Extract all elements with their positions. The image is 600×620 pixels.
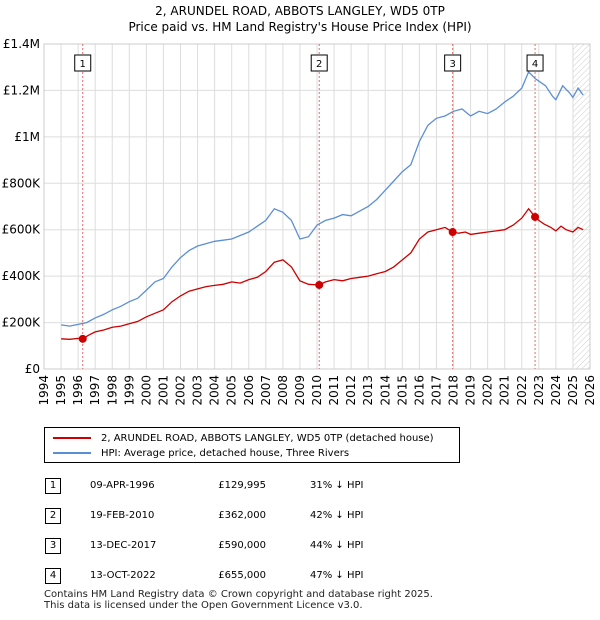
x-tick-label: 2012 — [344, 375, 358, 406]
property-series-line — [61, 207, 584, 340]
y-tick-label: £200K — [2, 316, 42, 330]
x-tick-label: 1996 — [71, 375, 85, 406]
legend-swatch-blue — [53, 452, 91, 454]
sale-marker-box — [74, 54, 92, 72]
x-tick-label: 2009 — [293, 375, 307, 406]
x-tick-label: 2011 — [327, 375, 341, 406]
y-tick-label: £1M — [14, 130, 40, 144]
x-tick-label: 2024 — [549, 375, 563, 406]
x-tick-label: 2013 — [361, 375, 375, 406]
y-tick-label: £1.4M — [3, 37, 40, 51]
x-tick-label: 2023 — [532, 375, 546, 406]
transaction-price: £362,000 — [218, 510, 266, 521]
y-tick-label: £1.2M — [3, 83, 40, 97]
transaction-date: 13-OCT-2022 — [90, 570, 156, 581]
transaction-price: £655,000 — [218, 570, 266, 581]
sale-point — [78, 334, 87, 343]
x-tick-label: 2020 — [481, 375, 495, 406]
x-tick-label: 2001 — [156, 375, 170, 406]
sale-marker-label: 3 — [449, 59, 455, 70]
x-tick-label: 2021 — [498, 375, 512, 406]
transaction-price: £129,995 — [218, 480, 266, 491]
x-tick-label: 2010 — [310, 375, 324, 406]
x-tick-label: 2018 — [447, 375, 461, 406]
x-tick-label: 2014 — [378, 375, 392, 406]
chart-title: 2, ARUNDEL ROAD, ABBOTS LANGLEY, WD5 0TP — [155, 4, 445, 18]
transaction-hpi: 44% ↓ HPI — [310, 540, 364, 551]
legend-label-hpi: HPI: Average price, detached house, Thre… — [101, 447, 350, 459]
transaction-date: 09-APR-1996 — [90, 480, 155, 491]
transaction-number: 4 — [45, 568, 61, 584]
transaction-number: 2 — [45, 508, 61, 524]
chart-title-block: 2, ARUNDEL ROAD, ABBOTS LANGLEY, WD5 0TP… — [0, 3, 600, 35]
x-tick-label: 2008 — [276, 375, 290, 406]
x-tick-label: 2000 — [139, 375, 153, 406]
x-tick-label: 2022 — [515, 375, 529, 406]
sale-point — [531, 212, 540, 221]
sale-marker-label: 1 — [80, 59, 86, 70]
plot-border — [43, 43, 591, 370]
x-tick-label: 1997 — [88, 375, 102, 406]
transaction-number: 1 — [45, 478, 61, 494]
hpi-series-line — [61, 70, 584, 327]
x-tick-label: 2016 — [412, 375, 426, 406]
x-tick-label: 2025 — [566, 375, 580, 406]
transaction-row: 2 19-FEB-2010 £362,000 42% ↓ HPI — [0, 507, 600, 527]
x-tick-label: 1999 — [122, 375, 136, 406]
x-tick-label: 1998 — [105, 375, 119, 406]
transaction-row: 1 09-APR-1996 £129,995 31% ↓ HPI — [0, 477, 600, 497]
sale-point — [315, 280, 324, 289]
y-tick-label: £800K — [2, 176, 42, 190]
transaction-hpi: 47% ↓ HPI — [310, 570, 364, 581]
y-tick-label: £600K — [2, 223, 42, 237]
sale-marker-box — [444, 54, 462, 72]
chart-subtitle: Price paid vs. HM Land Registry's House … — [128, 20, 472, 34]
transaction-hpi: 31% ↓ HPI — [310, 480, 364, 491]
x-tick-label: 2004 — [208, 375, 222, 406]
x-tick-label: 2019 — [464, 375, 478, 406]
legend-label-property: 2, ARUNDEL ROAD, ABBOTS LANGLEY, WD5 0TP… — [101, 432, 434, 444]
legend-item-property: 2, ARUNDEL ROAD, ABBOTS LANGLEY, WD5 0TP… — [53, 431, 434, 445]
transaction-price: £590,000 — [218, 540, 266, 551]
sale-marker-label: 2 — [316, 59, 322, 70]
transaction-date: 13-DEC-2017 — [90, 540, 157, 551]
x-tick-label: 2006 — [242, 375, 256, 406]
y-tick-label: £400K — [2, 269, 42, 283]
sale-marker-label: 4 — [532, 59, 538, 70]
future-hatch-region — [572, 44, 590, 369]
x-tick-label: 2003 — [191, 375, 205, 406]
transaction-hpi: 42% ↓ HPI — [310, 510, 364, 521]
x-tick-label: 2026 — [583, 375, 597, 406]
legend-item-hpi: HPI: Average price, detached house, Thre… — [53, 446, 349, 460]
transaction-number: 3 — [45, 538, 61, 554]
x-tick-label: 2007 — [259, 375, 273, 406]
attribution-footer: Contains HM Land Registry data © Crown c… — [44, 589, 433, 611]
chart-legend: 2, ARUNDEL ROAD, ABBOTS LANGLEY, WD5 0TP… — [44, 427, 460, 463]
y-tick-label: £0 — [25, 362, 40, 376]
transaction-row: 4 13-OCT-2022 £655,000 47% ↓ HPI — [0, 567, 600, 587]
x-tick-label: 2017 — [429, 375, 443, 406]
sale-marker-box — [526, 54, 544, 72]
transaction-row: 3 13-DEC-2017 £590,000 44% ↓ HPI — [0, 537, 600, 557]
x-tick-label: 2015 — [395, 375, 409, 406]
legend-swatch-red — [53, 437, 91, 439]
sale-point — [448, 228, 457, 237]
x-tick-label: 2002 — [174, 375, 188, 406]
x-tick-label: 1995 — [54, 375, 68, 406]
x-tick-label: 1994 — [37, 375, 51, 406]
transaction-date: 19-FEB-2010 — [90, 510, 155, 521]
sale-marker-box — [310, 54, 328, 72]
x-tick-label: 2005 — [225, 375, 239, 406]
